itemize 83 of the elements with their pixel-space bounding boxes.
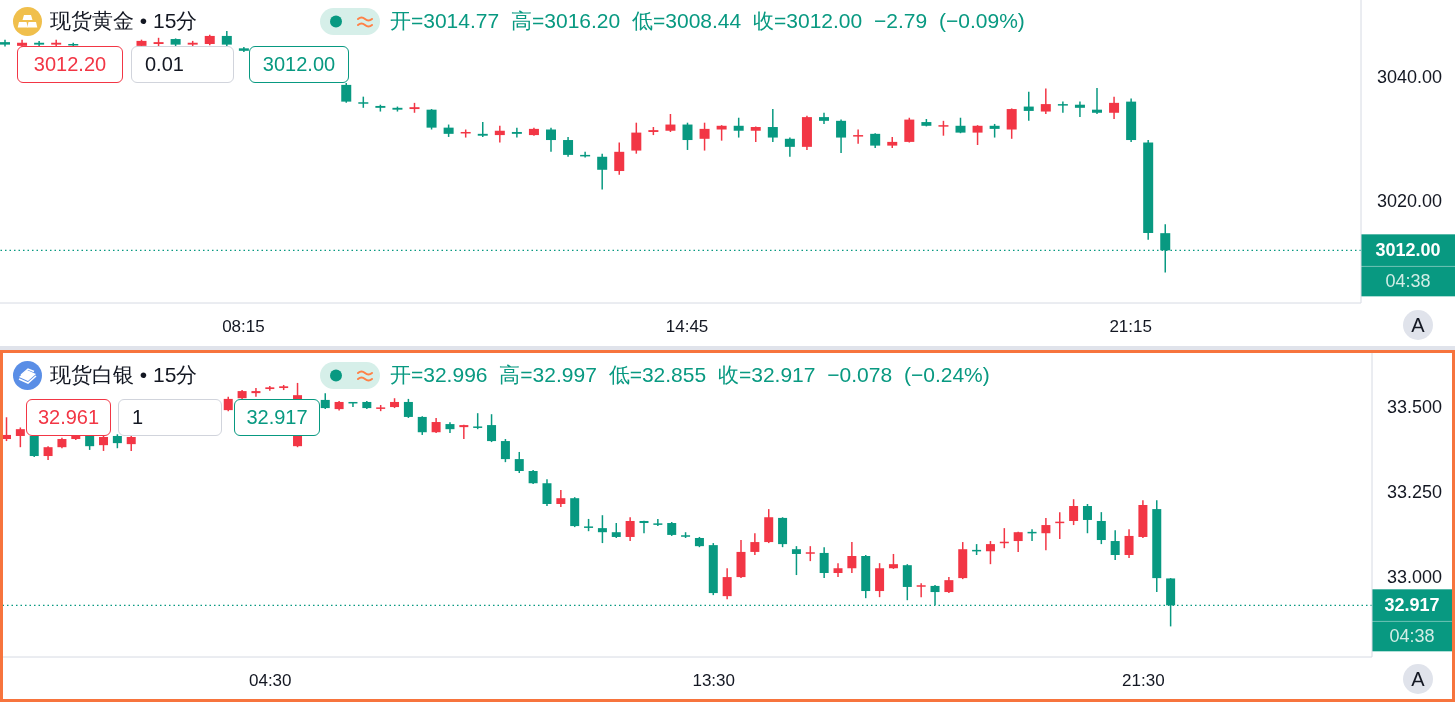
candlestick [542, 478, 552, 507]
y-tick-label: 33.250 [1386, 482, 1442, 503]
candlestick [972, 124, 983, 146]
text: 04:38 [1389, 626, 1435, 647]
candlestick [1041, 517, 1051, 551]
candlestick [403, 398, 413, 419]
x-tick-label: 08:15 [222, 317, 265, 337]
candlestick [682, 121, 693, 151]
candlestick [875, 562, 885, 598]
candlestick [853, 128, 864, 145]
chart-subtitle: 开=3014.77 高=3016.20 低=3008.44 收=3012.00 −2.79 (−0.09%) [390, 8, 1025, 34]
text: 开=32.996 高=32.997 低=32.855 收=32.917 −0.078 (−0.24%) [390, 362, 990, 388]
candlestick [916, 582, 926, 598]
scale-button: A [1403, 664, 1433, 694]
text: 现货白银 • 15分 [50, 363, 198, 386]
candlestick [1040, 87, 1051, 115]
quantity-field: 0.01 [131, 46, 234, 83]
candlestick [1096, 511, 1106, 545]
candlestick [631, 121, 642, 155]
candlestick [847, 541, 857, 574]
candlestick [904, 116, 915, 144]
candlestick [985, 540, 995, 565]
candlestick [750, 532, 760, 556]
y-tick-label: 33.500 [1386, 397, 1442, 418]
candlestick [625, 516, 635, 542]
candlestick [563, 136, 574, 158]
candlestick [15, 426, 25, 448]
candlestick [417, 415, 427, 436]
candlestick [1057, 100, 1068, 114]
candlestick [426, 108, 437, 131]
candlestick [767, 108, 778, 143]
candlestick [902, 563, 912, 601]
candlestick [784, 136, 795, 158]
candlestick [597, 152, 608, 191]
text: 04:38 [1385, 271, 1431, 292]
candlestick [477, 121, 488, 138]
y-tick-label: 3020.00 [1376, 190, 1442, 211]
candlestick [791, 545, 801, 576]
candlestick [1023, 90, 1034, 122]
ref-line-label: 3012.00 [1375, 240, 1441, 261]
candlestick [819, 546, 829, 579]
candlestick [487, 413, 497, 443]
x-tick-label: 14:45 [665, 317, 709, 337]
candlestick [597, 514, 607, 544]
ref-line-label: 32.917 [1384, 595, 1440, 616]
x-tick-label: 21:15 [1109, 317, 1152, 337]
candlestick [639, 519, 649, 534]
price-field: 32.917 [234, 399, 320, 436]
candlestick [514, 451, 524, 474]
price-field: 3012.00 [249, 46, 349, 83]
x-tick-label: 21:30 [1122, 671, 1165, 691]
price-field: 32.961 [26, 399, 111, 436]
candlestick [546, 126, 556, 153]
price-field: 3012.20 [17, 46, 123, 83]
candlestick [1110, 529, 1120, 561]
y-tick-label: 33.000 [1386, 567, 1442, 588]
candlestick [3, 416, 11, 442]
x-tick-label: 13:30 [692, 671, 735, 691]
candlestick [511, 126, 522, 139]
x-tick-label: 04:30 [248, 671, 292, 691]
y-tick-label: 3040.00 [1376, 66, 1442, 87]
candlestick [836, 118, 847, 154]
candlestick [1069, 498, 1079, 526]
candlestick [251, 387, 261, 398]
candlestick [494, 125, 505, 144]
candlestick [750, 125, 761, 143]
candlestick [341, 82, 352, 104]
scale-button: A [1403, 310, 1433, 340]
candlestick [653, 518, 663, 527]
candlestick [1074, 100, 1085, 118]
candlestick [733, 116, 744, 139]
candlestick [699, 121, 710, 152]
candlestick [459, 424, 469, 440]
candlestick [1006, 107, 1017, 140]
candlestick [1082, 503, 1092, 534]
chart-title: 现货黄金 • 15分 [50, 9, 198, 32]
candlestick [1109, 95, 1120, 120]
candlestick [1092, 87, 1102, 115]
quantity-field: 1 [118, 399, 222, 436]
candlestick [722, 567, 732, 600]
candlestick [614, 141, 625, 176]
candlestick [1124, 528, 1134, 559]
candlestick [500, 438, 510, 463]
